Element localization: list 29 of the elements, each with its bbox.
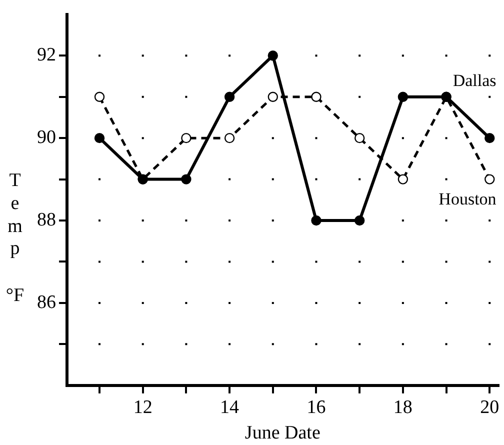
point <box>224 132 235 144</box>
point <box>268 92 278 102</box>
y-tick-label: 92 <box>37 44 56 66</box>
text: Temp °F <box>6 170 24 306</box>
point <box>94 92 105 102</box>
x-tick-label: 20 <box>480 396 500 418</box>
point <box>354 132 365 144</box>
point <box>224 92 235 102</box>
y-tick-label: 88 <box>37 209 56 230</box>
point <box>268 50 278 61</box>
x-tick-label: 18 <box>393 396 412 418</box>
point <box>398 174 408 184</box>
x-tick-label: 14 <box>220 396 240 418</box>
x-tick-label: 16 <box>306 396 326 418</box>
point <box>311 215 322 226</box>
series-label: Houston <box>438 189 497 208</box>
point <box>181 174 192 184</box>
point <box>354 215 365 226</box>
point <box>398 92 408 102</box>
point <box>94 132 105 144</box>
point <box>484 132 495 144</box>
x-tick-label: 12 <box>133 396 152 418</box>
point <box>311 92 322 102</box>
y-tick-label: 90 <box>37 127 56 148</box>
point <box>484 174 495 184</box>
point <box>181 132 192 144</box>
x-axis-title: June Date <box>244 422 320 444</box>
y-tick-label: 86 <box>37 292 56 313</box>
series-label: Dallas <box>452 71 496 90</box>
